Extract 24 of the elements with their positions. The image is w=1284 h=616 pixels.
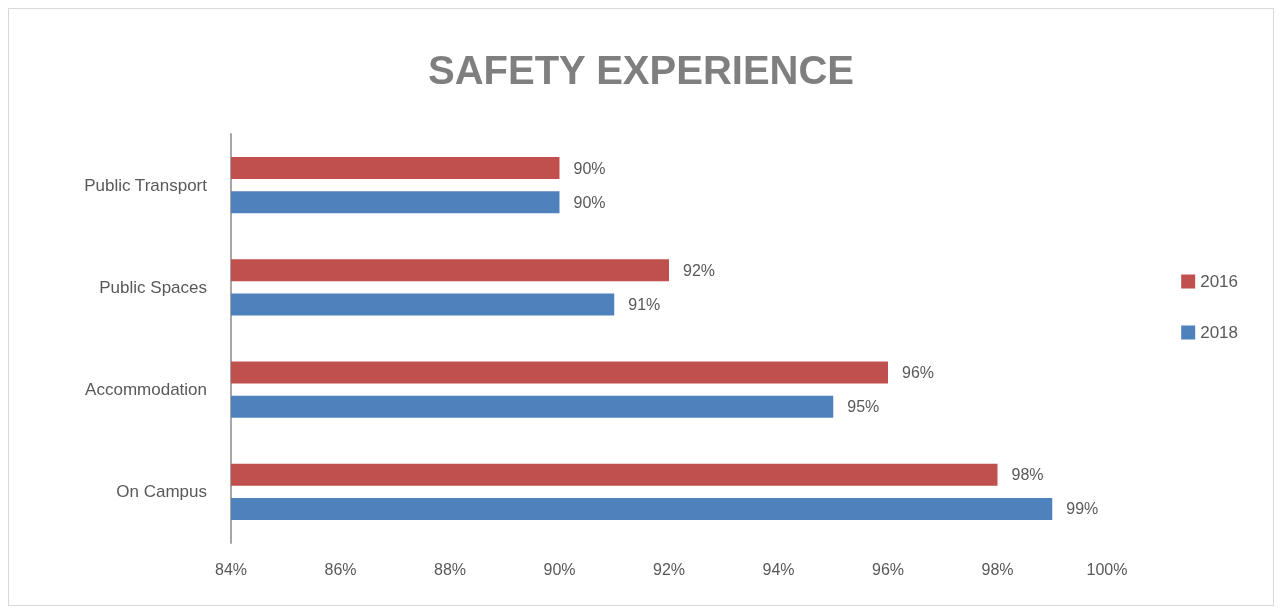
data-label: 98%	[1011, 466, 1044, 484]
x-tick-label: 84%	[214, 560, 248, 578]
y-tick-label: On Campus	[116, 482, 207, 502]
x-tick-label: 92%	[652, 560, 686, 578]
x-tick-label: 96%	[871, 560, 905, 578]
legend-label: 2018	[1200, 323, 1239, 342]
x-tick-label: 100%	[1086, 560, 1128, 578]
data-label: 92%	[683, 261, 716, 279]
x-tick-label: 90%	[543, 560, 576, 578]
y-tick-label: Accommodation	[85, 380, 207, 400]
x-tick-label: 88%	[433, 560, 467, 578]
legend-label: 2016	[1200, 272, 1239, 291]
x-tick-label: 86%	[324, 560, 357, 578]
data-label: 95%	[847, 398, 880, 416]
data-label: 91%	[628, 295, 661, 313]
x-tick-label: 98%	[981, 560, 1014, 578]
x-tick-label: 94%	[762, 560, 795, 578]
chart-title: SAFETY EXPERIENCE	[427, 48, 855, 92]
data-label: 96%	[902, 364, 935, 382]
y-tick-label: Public Transport	[84, 175, 208, 195]
data-label: 99%	[1066, 500, 1099, 518]
data-label: 90%	[573, 159, 606, 177]
data-label: 90%	[573, 193, 606, 211]
y-tick-label: Public Spaces	[99, 277, 207, 297]
